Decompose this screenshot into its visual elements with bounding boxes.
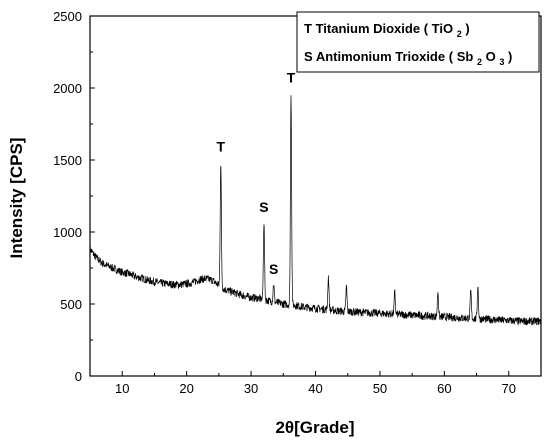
x-axis-title: 2θ[Grade] [275, 418, 354, 437]
x-tick-label: 10 [115, 381, 129, 396]
peak-label: T [287, 69, 296, 85]
x-tick-label: 60 [437, 381, 451, 396]
legend-formula-prefix: Sb [457, 49, 474, 64]
x-tick-label: 20 [179, 381, 193, 396]
x-tick-label: 70 [502, 381, 516, 396]
y-tick-label: 1000 [53, 225, 82, 240]
legend-name: Antimonium Trioxide [316, 49, 445, 64]
legend-formula-sub: 2 [457, 29, 462, 39]
legend-formula-prefix: TiO [432, 21, 453, 36]
y-tick-label: 1500 [53, 153, 82, 168]
y-tick-label: 500 [60, 297, 82, 312]
xrd-trace [89, 95, 542, 326]
peak-label: T [217, 138, 226, 154]
x-tick-label: 50 [373, 381, 387, 396]
x-tick-label: 40 [308, 381, 322, 396]
legend-name: Titanium Dioxide [316, 21, 421, 36]
x-tick-label: 30 [244, 381, 258, 396]
legend-symbol: S [304, 49, 313, 64]
legend-symbol: T [304, 21, 312, 36]
peak-label: S [259, 199, 268, 215]
y-tick-label: 2000 [53, 81, 82, 96]
series-layer [89, 95, 542, 326]
y-tick-label: 0 [75, 369, 82, 384]
legend-box [296, 11, 540, 73]
axes: 0 500 1000 1500 2000 2500 10 20 30 40 50 60 70 [53, 9, 516, 396]
legend-formula-sub: 2 [477, 57, 482, 67]
y-axis-title: Intensity [CPS] [7, 138, 26, 259]
y-tick-label: 2500 [53, 9, 82, 24]
legend: T Titanium Dioxide ( TiO 2 ) S Antimoniu… [296, 11, 540, 73]
legend-entry-titanium: T Titanium Dioxide ( TiO 2 ) [304, 21, 470, 40]
legend-entry-antimonium: S Antimonium Trioxide ( Sb 2 O 3 ) [304, 49, 512, 68]
legend-formula-middle: O [486, 49, 496, 64]
peak-label: S [269, 261, 278, 277]
peak-labels: T S S T [217, 69, 296, 277]
legend-formula-sub2: 3 [499, 57, 504, 67]
